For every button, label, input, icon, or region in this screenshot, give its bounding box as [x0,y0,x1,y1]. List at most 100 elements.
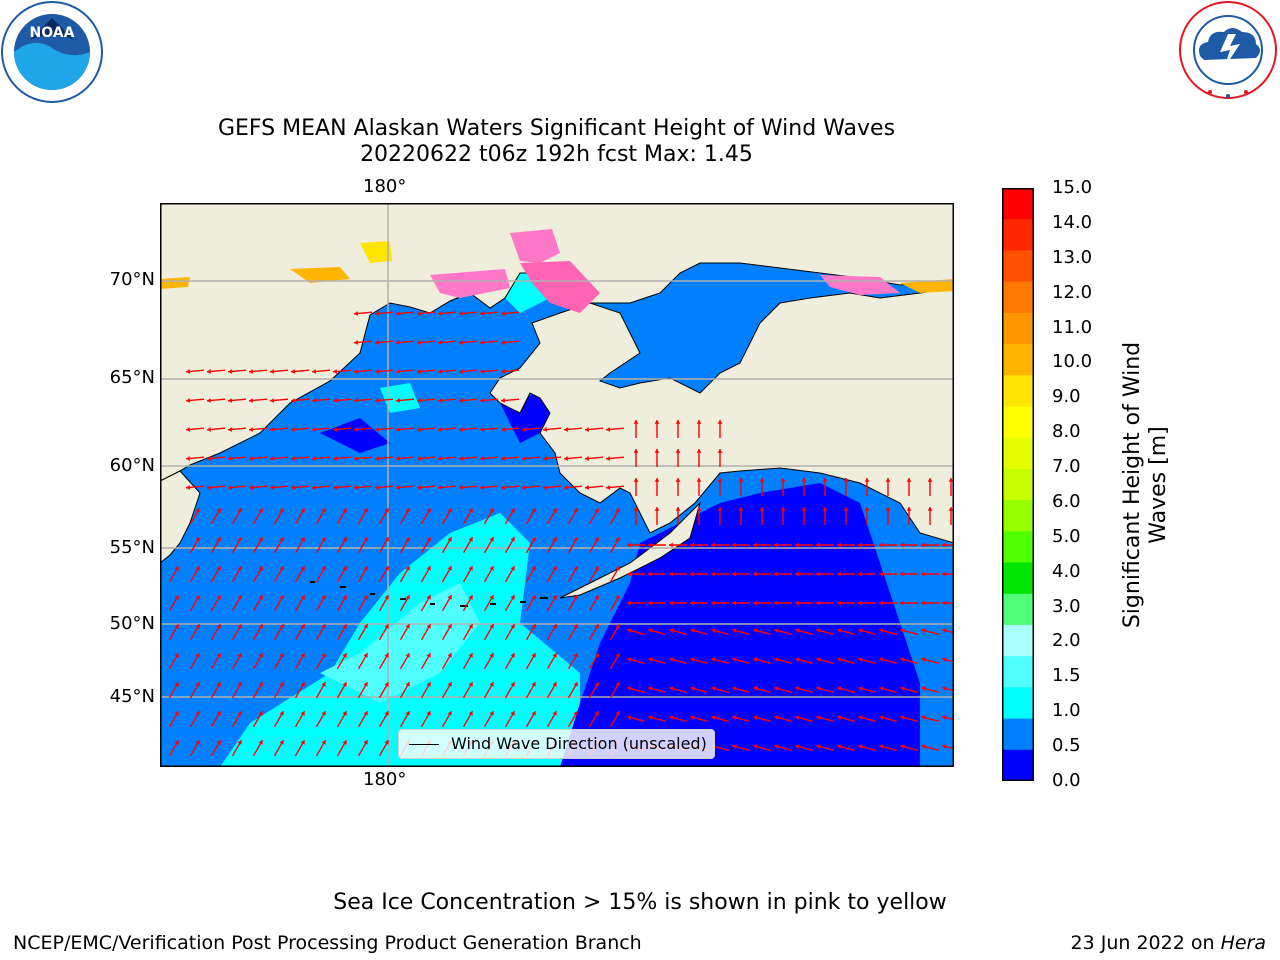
wind-wave-arrowhead [216,508,221,513]
wind-wave-arrowhead [354,369,358,374]
lat-label-70: 70°N [109,269,155,290]
wind-wave-arrowhead [489,508,494,513]
wind-wave-arrowhead [405,595,410,600]
wind-wave-arrowhead [606,427,610,432]
wind-wave-arrowhead [228,398,232,403]
wind-wave-arrowhead [753,744,758,749]
wind-wave-arrowhead [447,537,452,542]
legend-label: Wind Wave Direction (unscaled) [451,734,707,753]
wind-wave-arrowhead [300,595,305,600]
wind-wave-arrowhead [186,456,190,461]
wind-wave-arrowhead [531,566,536,571]
footer-branch: NCEP/EMC/Verification Post Processing Pr… [13,932,642,954]
wind-wave-arrowhead [837,657,842,662]
wind-wave-arrowhead [552,624,557,629]
wind-wave-arrowhead [795,657,800,662]
wind-wave-arrowhead [363,508,368,513]
wind-wave-arrowhead [942,628,947,633]
wind-wave-arrowhead [300,653,305,658]
wind-wave-arrowhead [489,653,494,658]
wind-wave-arrowhead [858,571,862,577]
wind-wave-arrowhead [375,369,379,374]
wind-wave-arrowhead [816,744,821,749]
wind-wave-arrowhead [552,566,557,571]
colorbar-band [1002,718,1034,751]
wind-wave-arrowhead [753,686,758,691]
wind-wave-arrowhead [216,566,221,571]
wind-wave-arrowhead [237,537,242,542]
wind-wave-arrowhead [690,628,695,633]
wind-wave-arrowhead [510,537,515,542]
wind-wave-arrowhead [711,542,715,548]
wind-wave-arrowhead [627,628,632,633]
wind-wave-arrowhead [879,542,883,548]
colorbar-label-line1: Significant Height of Wind [1120,341,1145,629]
wind-wave-arrowhead [885,478,891,482]
wind-wave-arrowhead [174,624,179,629]
wave-band-cyan-north [380,383,420,413]
wind-wave-arrowhead [396,311,400,316]
wind-wave-arrowhead [216,537,221,542]
wind-wave-arrowhead [417,311,421,316]
wind-wave-arrowhead [648,571,652,577]
wind-wave-arrowhead [711,600,715,606]
wind-wave-arrowhead [291,485,295,490]
wind-wave-arrowhead [384,537,389,542]
wind-wave-arrowhead [942,571,946,577]
wind-wave-arrowhead [942,657,947,662]
wind-wave-arrowhead [843,478,849,482]
wind-wave-arrowhead [717,507,723,511]
wind-wave-arrowhead [948,478,954,482]
wind-wave-arrowhead [342,740,347,745]
lat-label-65: 65°N [109,367,155,388]
wave-band-light-cyan [320,583,480,703]
wind-wave-arrowhead [237,508,242,513]
colorbar-band [1002,562,1034,595]
wind-wave-arrowhead [552,508,557,513]
wind-wave-arrowhead [675,420,681,424]
wind-wave-arrowhead [375,485,379,490]
wind-wave-arrowhead [237,595,242,600]
wind-wave-arrowhead [654,449,660,453]
wind-wave-arrowhead [291,427,295,432]
colorbar-band [1002,656,1034,688]
wind-wave-arrowhead [501,427,505,432]
wind-wave-arrowhead [921,686,926,691]
wind-wave-arrowhead [174,653,179,658]
wind-wave-arrowhead [312,456,316,461]
wind-wave-arrowhead [594,624,599,629]
wind-wave-arrowhead [459,398,463,403]
wind-wave-arrowhead [543,485,547,490]
wind-wave-arrowhead [801,478,807,482]
wind-wave-arrowhead [921,657,926,662]
wind-wave-arrowhead [321,595,326,600]
wind-wave-arrowhead [774,542,778,548]
wind-wave-arrowhead [279,537,284,542]
wind-wave-arrowhead [552,595,557,600]
wind-wave-arrowhead [564,485,568,490]
wind-wave-arrowhead [669,628,674,633]
wind-wave-arrowhead [822,507,828,511]
sea-ice [160,229,954,313]
wind-wave-arrowhead [711,715,716,720]
wind-wave-arrowhead [753,571,757,577]
wind-wave-arrowhead [795,542,799,548]
wind-wave-arrowhead [921,542,925,548]
lat-label-45: 45°N [109,686,155,707]
wind-wave-arrowhead [459,485,463,490]
wind-wave-arrowhead [774,628,779,633]
wind-wave-arrowhead [447,508,452,513]
colorbar-band [1002,500,1034,532]
wind-wave-arrowhead [738,478,744,482]
wind-wave-arrowhead [468,624,473,629]
wind-wave-arrowhead [459,340,463,345]
wind-wave-arrowhead [669,571,673,577]
wind-wave-arrowhead [426,624,431,629]
wind-wave-arrowhead [237,653,242,658]
wind-wave-arrowhead [405,566,410,571]
footer-machine: Hera [1220,932,1266,954]
wind-wave-arrowhead [510,566,515,571]
wind-wave-arrowhead [858,600,862,606]
wind-wave-arrowhead [258,653,263,658]
wind-wave-arrowhead [438,485,442,490]
